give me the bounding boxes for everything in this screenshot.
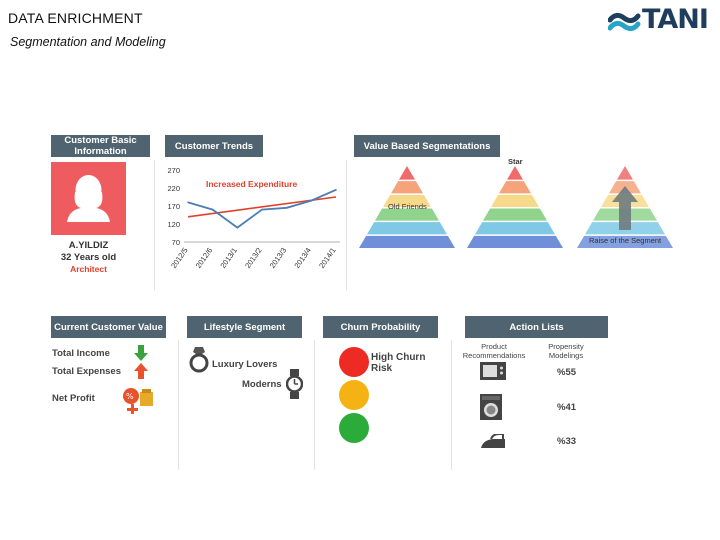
action-lists-header: Action Lists xyxy=(465,316,608,338)
x-tick-label: 2013/1 xyxy=(218,246,239,270)
divider xyxy=(178,340,179,470)
segment-label-star: Star xyxy=(508,157,523,166)
customer-value-header: Current Customer Value xyxy=(51,316,166,338)
total-income-label: Total Income xyxy=(52,348,110,359)
user-icon xyxy=(67,175,110,222)
pyramid-level-5 xyxy=(367,222,447,235)
customer-trends-header: Customer Trends xyxy=(165,135,263,157)
net-profit-label: Net Profit xyxy=(52,393,95,404)
churn-yellow-light xyxy=(339,380,369,410)
action-pct-3: %33 xyxy=(557,436,577,447)
divider xyxy=(451,340,452,470)
pyramid-level-2 xyxy=(391,181,423,194)
segment-pyramid-old-friends xyxy=(359,166,455,248)
segment-label-raise: Raise of the Segment xyxy=(589,236,662,245)
customer-job: Architect xyxy=(70,264,107,274)
action-pct-2: %41 xyxy=(557,402,577,413)
pyramid-level-1 xyxy=(617,166,633,180)
pyramid-level-6 xyxy=(577,235,673,248)
customer-basic-header: Customer Basic Information xyxy=(51,135,150,157)
x-tick-label: 2012/6 xyxy=(194,246,215,270)
y-tick-label: 120 xyxy=(167,220,180,229)
pyramid-level-3 xyxy=(491,194,539,207)
arrow-down-icon xyxy=(134,345,148,361)
pyramid-level-3 xyxy=(383,194,431,207)
churn-green-light xyxy=(339,413,369,443)
segment-pyramid-star xyxy=(467,166,563,248)
segment-pyramid-raise xyxy=(577,166,673,248)
propensity-modelings-header: Propensity Modelings xyxy=(548,342,584,360)
pyramid-level-1 xyxy=(399,166,415,180)
chart-annotation: Increased Expenditure xyxy=(206,179,297,189)
divider xyxy=(346,160,347,290)
pyramid-level-5 xyxy=(475,222,555,235)
segment-label-old-friends: Old Friends xyxy=(388,202,427,211)
y-tick-label: 270 xyxy=(167,166,180,175)
luxury-lovers-label: Luxury Lovers xyxy=(212,359,278,370)
data-point xyxy=(261,208,263,211)
action-pct-1: %55 xyxy=(557,367,577,378)
pyramid-level-4 xyxy=(375,208,439,221)
avatar xyxy=(51,162,126,235)
churn-label: High Churn Risk xyxy=(371,352,426,374)
customer-name: A.YILDIZ xyxy=(68,240,109,251)
series-line xyxy=(187,188,337,229)
ring-icon xyxy=(189,347,209,373)
data-point xyxy=(285,207,288,209)
logo-text: TANI xyxy=(642,4,709,35)
pyramid-level-1 xyxy=(507,166,523,180)
divider xyxy=(314,340,315,470)
y-tick-label: 220 xyxy=(167,184,180,193)
data-point xyxy=(236,226,239,229)
divider xyxy=(154,160,155,290)
profit-icon: % xyxy=(123,388,153,414)
y-tick-label: 70 xyxy=(172,238,180,247)
x-tick-label: 2012/5 xyxy=(169,246,190,270)
x-tick-label: 2013/4 xyxy=(292,246,313,270)
pyramid-level-4 xyxy=(483,208,547,221)
x-tick-label: 2013/2 xyxy=(243,246,264,270)
arrow-up-icon xyxy=(134,363,148,379)
y-tick-label: 170 xyxy=(167,202,180,211)
pyramid-level-2 xyxy=(499,181,531,194)
value-segments-header: Value Based Segmentations xyxy=(354,135,500,157)
svg-text:%: % xyxy=(126,392,134,401)
microwave-icon xyxy=(480,362,506,380)
data-point xyxy=(187,201,189,204)
data-point xyxy=(335,189,337,191)
iron-icon xyxy=(481,434,505,448)
churn-red-light xyxy=(339,347,369,377)
customer-age: 32 Years old xyxy=(60,252,117,263)
total-expenses-label: Total Expenses xyxy=(52,366,121,377)
watch-icon xyxy=(286,369,303,399)
washing-machine-icon xyxy=(480,394,502,420)
x-tick-label: 2014/1 xyxy=(317,246,338,270)
moderns-label: Moderns xyxy=(242,379,282,390)
pyramid-level-6 xyxy=(359,235,455,248)
page-subtitle: Segmentation and Modeling xyxy=(10,35,166,49)
data-point xyxy=(211,208,214,211)
tani-logo-icon xyxy=(608,12,641,32)
lifestyle-header: Lifestyle Segment xyxy=(187,316,302,338)
pyramid-level-6 xyxy=(467,235,563,248)
page-title: DATA ENRICHMENT xyxy=(8,10,143,26)
data-point xyxy=(310,199,313,202)
x-tick-label: 2013/3 xyxy=(268,246,289,270)
product-recommendations-header: Product Recommendations xyxy=(462,342,526,360)
churn-header: Churn Probability xyxy=(323,316,438,338)
arrow-up-icon xyxy=(612,186,638,230)
